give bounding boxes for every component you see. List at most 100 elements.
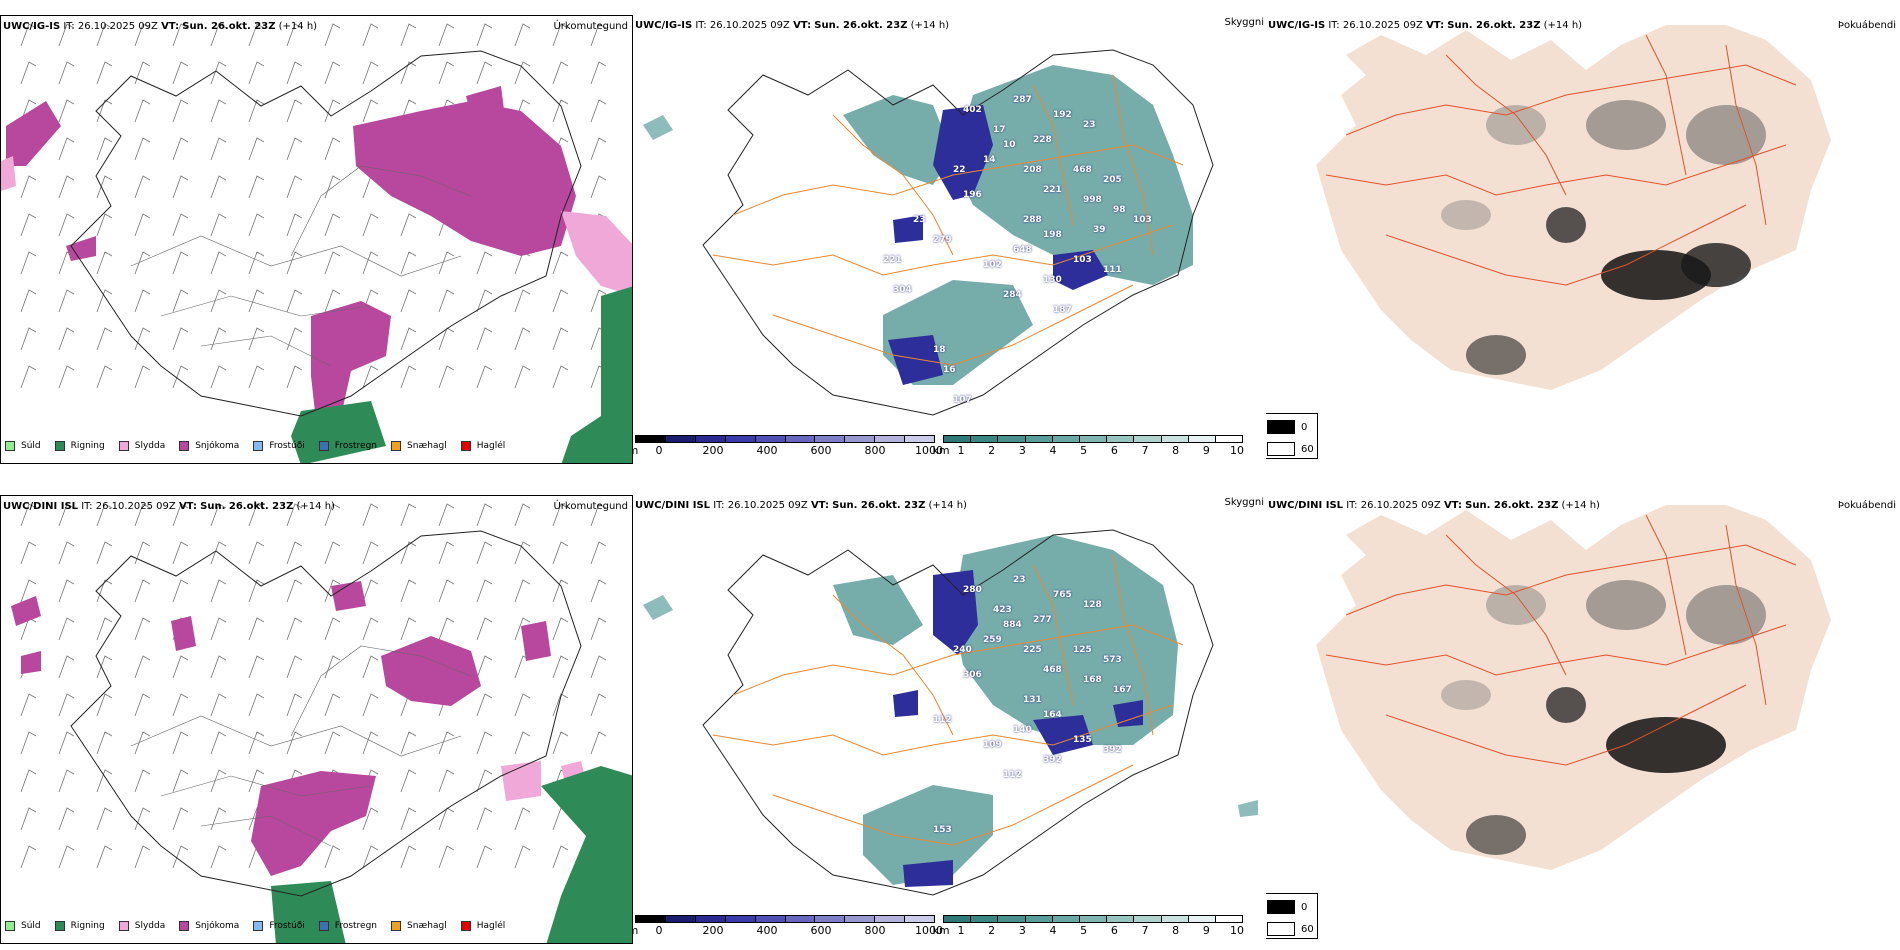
vt-value: Sun. 26.okt. 23Z <box>182 21 276 32</box>
wind-barb <box>96 655 113 679</box>
fog-land-area <box>1316 505 1831 870</box>
legend-label: Slydda <box>134 921 166 931</box>
ptype-legend-item: Súld <box>5 441 41 451</box>
wind-barb <box>476 579 493 603</box>
cloud-base-low-area <box>1113 700 1143 727</box>
ptype-map-row1 <box>1 23 632 463</box>
wind-barb <box>438 579 455 603</box>
wind-barb <box>58 617 75 641</box>
wind-barb <box>96 503 113 527</box>
precip-sleet-area <box>501 761 541 801</box>
wind-barb <box>286 617 303 641</box>
wind-barb <box>514 807 531 831</box>
wind-barb <box>362 23 379 47</box>
wind-barb <box>552 503 569 527</box>
legend-swatch <box>54 921 65 931</box>
cloud-base-low-area <box>893 215 923 243</box>
wind-barb <box>286 61 303 85</box>
precip-snow-area <box>331 581 366 611</box>
colorbar-bin <box>971 916 999 922</box>
colorbar-tick-label: 800 <box>864 444 886 457</box>
wind-barb <box>20 503 37 527</box>
fog-road-network <box>1325 34 1797 286</box>
wind-barb <box>362 61 379 85</box>
panel-title-fog: Þokuábendi <box>1837 20 1896 31</box>
vt-value: Sun. 26.okt. 23Z <box>200 501 294 512</box>
colorbar-bin <box>1188 436 1216 442</box>
wind-barb <box>552 655 569 679</box>
precip-snow-area <box>311 301 391 421</box>
wind-barb <box>20 693 37 717</box>
wind-barb <box>286 503 303 527</box>
wind-barb <box>438 289 455 313</box>
colorbar-bin <box>1025 436 1053 442</box>
colorbar-tick-label: 2 <box>988 924 996 937</box>
wind-barb <box>172 99 189 123</box>
wind-barb <box>324 99 341 123</box>
cloud-base-value-label: 304 <box>893 285 912 295</box>
precip-snow-area <box>6 101 61 166</box>
legend-label: Frostúði <box>269 441 305 451</box>
ptype-legend-item: Haglél <box>460 921 505 931</box>
colorbar-tick-label: 9 <box>1202 924 1210 937</box>
colorbar-tick-label: 200 <box>702 444 724 457</box>
colorbar-tick-label: 10 <box>1230 924 1244 937</box>
vt-label: VT: <box>793 20 812 31</box>
visibility-colorbar-row2: km 1 2 3 4 5 6 7 8 9 10 <box>932 915 1244 937</box>
cloud-base-value-label: 205 <box>1103 175 1122 185</box>
ptype-legend-item: Haglél <box>460 441 505 451</box>
colorbar-tick-label: 7 <box>1141 924 1149 937</box>
wind-barb <box>476 327 493 351</box>
panel-title-visibility: Skyggni <box>1224 17 1264 28</box>
vt-value: Sun. 26.okt. 23Z <box>1447 20 1541 31</box>
legend-swatch <box>253 441 264 451</box>
wind-barb <box>362 99 379 123</box>
cloud-base-value-label: 884 <box>1003 620 1022 630</box>
colorbar-strip <box>943 915 1243 923</box>
cloud-base-value-label: 135 <box>1073 735 1092 745</box>
precip-snow-area <box>381 636 481 706</box>
wind-barb <box>248 137 265 161</box>
wind-barb <box>400 365 417 389</box>
wind-barb <box>210 289 227 313</box>
wind-barb <box>438 769 455 793</box>
wind-barb <box>172 693 189 717</box>
wind-barb <box>590 61 607 85</box>
wind-barb <box>58 23 75 47</box>
wind-barb <box>552 693 569 717</box>
wind-barb <box>400 289 417 313</box>
fog-legend-row1: 0 60 <box>1266 413 1318 459</box>
wind-barb <box>400 731 417 755</box>
wind-barb <box>590 289 607 313</box>
cloud-base-value-label: 109 <box>983 740 1002 750</box>
wind-barb <box>134 579 151 603</box>
cloud-base-value-label: 287 <box>1013 95 1032 105</box>
wind-barb <box>58 845 75 869</box>
wind-barb <box>20 807 37 831</box>
lead-time: (+14 h) <box>910 20 950 31</box>
legend-label: Súld <box>21 921 41 931</box>
vt-label: VT: <box>1426 20 1445 31</box>
colorbar-bin <box>1107 436 1135 442</box>
colorbar-bin <box>998 916 1026 922</box>
wind-barb <box>552 23 569 47</box>
it-label: IT: <box>713 500 725 511</box>
wind-barb <box>96 23 113 47</box>
visibility-low-area <box>833 575 923 645</box>
colorbar-bin <box>1052 436 1080 442</box>
colorbar-bin <box>785 916 816 922</box>
wind-barb <box>590 99 607 123</box>
wind-barb <box>438 807 455 831</box>
fog-legend-row2: 0 60 <box>1266 893 1318 939</box>
wind-barb <box>96 99 113 123</box>
wind-barb <box>58 327 75 351</box>
cloud-base-value-label: 22 <box>953 165 966 175</box>
wind-barb <box>210 693 227 717</box>
it-label: IT: <box>1328 20 1340 31</box>
wind-barb <box>134 503 151 527</box>
colorbar-ticks: m 0 200 400 600 800 1000 <box>633 443 943 457</box>
colorbar-bin <box>1025 916 1053 922</box>
wind-barb <box>514 61 531 85</box>
wind-barb <box>590 503 607 527</box>
fog-panel-row2: UWC/DINI ISL IT: 26.10.2025 09Z VT: Sun.… <box>1266 495 1900 944</box>
